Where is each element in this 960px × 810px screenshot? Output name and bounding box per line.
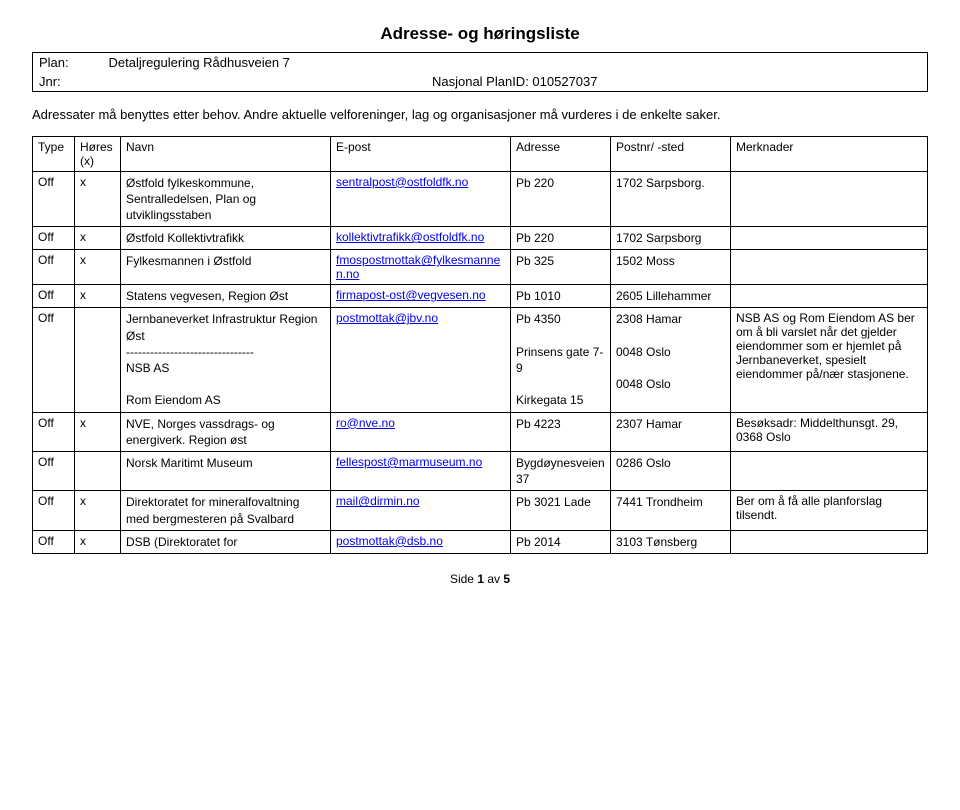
cell-name: NVE, Norges vassdrags- og energiverk. Re… xyxy=(121,412,331,451)
cell-type: Off xyxy=(33,227,75,250)
cell-email: sentralpost@ostfoldfk.no xyxy=(331,171,511,227)
cell-post: 2307 Hamar xyxy=(611,412,731,451)
email-link[interactable]: postmottak@jbv.no xyxy=(336,311,438,325)
cell-x: x xyxy=(75,250,121,285)
cell-addr: Pb 2014 xyxy=(511,530,611,553)
cell-addr: Pb 325 xyxy=(511,250,611,285)
col-email: E-post xyxy=(331,136,511,171)
cell-name: Jernbaneverket Infrastruktur Region Øst-… xyxy=(121,308,331,412)
cell-post: 2308 Hamar 0048 Oslo 0048 Oslo xyxy=(611,308,731,412)
table-row: OffxNVE, Norges vassdrags- og energiverk… xyxy=(33,412,928,451)
table-header-row: Type Høres (x) Navn E-post Adresse Postn… xyxy=(33,136,928,171)
main-table: Type Høres (x) Navn E-post Adresse Postn… xyxy=(32,136,928,554)
cell-type: Off xyxy=(33,491,75,530)
cell-post: 7441 Trondheim xyxy=(611,491,731,530)
cell-x: x xyxy=(75,171,121,227)
cell-post: 3103 Tønsberg xyxy=(611,530,731,553)
email-link[interactable]: fellespost@marmuseum.no xyxy=(336,455,482,469)
cell-x: x xyxy=(75,227,121,250)
cell-addr: Pb 4350 Prinsens gate 7-9 Kirkegata 15 xyxy=(511,308,611,412)
col-note: Merknader xyxy=(731,136,928,171)
cell-type: Off xyxy=(33,285,75,308)
cell-type: Off xyxy=(33,171,75,227)
page-number: Side 1 av 5 xyxy=(32,572,928,586)
jnr-value: Nasjonal PlanID: 010527037 xyxy=(103,72,928,92)
cell-x: x xyxy=(75,412,121,451)
cell-addr: Pb 4223 xyxy=(511,412,611,451)
cell-email: mail@dirmin.no xyxy=(331,491,511,530)
cell-type: Off xyxy=(33,308,75,412)
cell-note xyxy=(731,451,928,490)
email-link[interactable]: mail@dirmin.no xyxy=(336,494,420,508)
cell-email: firmapost-ost@vegvesen.no xyxy=(331,285,511,308)
cell-note: NSB AS og Rom Eiendom AS ber om å bli va… xyxy=(731,308,928,412)
col-type: Type xyxy=(33,136,75,171)
cell-post: 0286 Oslo xyxy=(611,451,731,490)
table-row: OffxFylkesmannen i Østfoldfmospostmottak… xyxy=(33,250,928,285)
cell-name: Østfold Kollektivtrafikk xyxy=(121,227,331,250)
cell-post: 1702 Sarpsborg xyxy=(611,227,731,250)
cell-name: Fylkesmannen i Østfold xyxy=(121,250,331,285)
col-post: Postnr/ -sted xyxy=(611,136,731,171)
plan-value: Detaljregulering Rådhusveien 7 xyxy=(103,53,928,73)
cell-email: kollektivtrafikk@ostfoldfk.no xyxy=(331,227,511,250)
intro-text: Adressater må benyttes etter behov. Andr… xyxy=(32,106,928,124)
table-row: OffxDSB (Direktoratet for postmottak@dsb.… xyxy=(33,530,928,553)
table-row: OffxStatens vegvesen, Region Øst firmapos… xyxy=(33,285,928,308)
cell-type: Off xyxy=(33,250,75,285)
plan-label: Plan: xyxy=(33,53,103,73)
cell-name: Norsk Maritimt Museum xyxy=(121,451,331,490)
email-link[interactable]: sentralpost@ostfoldfk.no xyxy=(336,175,468,189)
page-title: Adresse- og høringsliste xyxy=(32,24,928,44)
cell-x xyxy=(75,451,121,490)
col-addr: Adresse xyxy=(511,136,611,171)
cell-email: postmottak@jbv.no xyxy=(331,308,511,412)
table-row: OffxØstfold Kollektivtrafikk kollektivtra… xyxy=(33,227,928,250)
cell-email: ro@nve.no xyxy=(331,412,511,451)
cell-addr: Pb 3021 Lade xyxy=(511,491,611,530)
cell-note xyxy=(731,530,928,553)
cell-addr: Pb 1010 xyxy=(511,285,611,308)
table-row: OffxØstfold fylkeskommune, Sentralledels… xyxy=(33,171,928,227)
email-link[interactable]: fmospostmottak@fylkesmannen.no xyxy=(336,253,500,281)
jnr-label: Jnr: xyxy=(33,72,103,92)
cell-x: x xyxy=(75,491,121,530)
col-x: Høres (x) xyxy=(75,136,121,171)
table-row: OffxDirektoratet for mineralfovaltning m… xyxy=(33,491,928,530)
cell-x: x xyxy=(75,530,121,553)
cell-email: fellespost@marmuseum.no xyxy=(331,451,511,490)
cell-note xyxy=(731,171,928,227)
cell-type: Off xyxy=(33,451,75,490)
cell-addr: Pb 220 xyxy=(511,171,611,227)
cell-post: 1502 Moss xyxy=(611,250,731,285)
cell-note: Ber om å få alle planforslag tilsendt. xyxy=(731,491,928,530)
col-name: Navn xyxy=(121,136,331,171)
cell-addr: Pb 220 xyxy=(511,227,611,250)
email-link[interactable]: kollektivtrafikk@ostfoldfk.no xyxy=(336,230,484,244)
cell-post: 1702 Sarpsborg. xyxy=(611,171,731,227)
cell-name: Statens vegvesen, Region Øst xyxy=(121,285,331,308)
cell-email: postmottak@dsb.no xyxy=(331,530,511,553)
cell-post: 2605 Lillehammer xyxy=(611,285,731,308)
header-box: Plan: Detaljregulering Rådhusveien 7 Jnr… xyxy=(32,52,928,92)
cell-x xyxy=(75,308,121,412)
cell-name: Østfold fylkeskommune, Sentralledelsen, … xyxy=(121,171,331,227)
cell-x: x xyxy=(75,285,121,308)
cell-note: Besøksadr: Middelthunsgt. 29, 0368 Oslo xyxy=(731,412,928,451)
cell-name: DSB (Direktoratet for xyxy=(121,530,331,553)
table-row: Off Norsk Maritimt Museum fellespost@marmu… xyxy=(33,451,928,490)
cell-type: Off xyxy=(33,530,75,553)
cell-type: Off xyxy=(33,412,75,451)
cell-email: fmospostmottak@fylkesmannen.no xyxy=(331,250,511,285)
email-link[interactable]: firmapost-ost@vegvesen.no xyxy=(336,288,486,302)
cell-addr: Bygdøynesveien 37 xyxy=(511,451,611,490)
cell-note xyxy=(731,227,928,250)
table-row: Off Jernbaneverket Infrastruktur Region Ø… xyxy=(33,308,928,412)
email-link[interactable]: postmottak@dsb.no xyxy=(336,534,443,548)
cell-note xyxy=(731,250,928,285)
cell-note xyxy=(731,285,928,308)
cell-name: Direktoratet for mineralfovaltning med b… xyxy=(121,491,331,530)
email-link[interactable]: ro@nve.no xyxy=(336,416,395,430)
